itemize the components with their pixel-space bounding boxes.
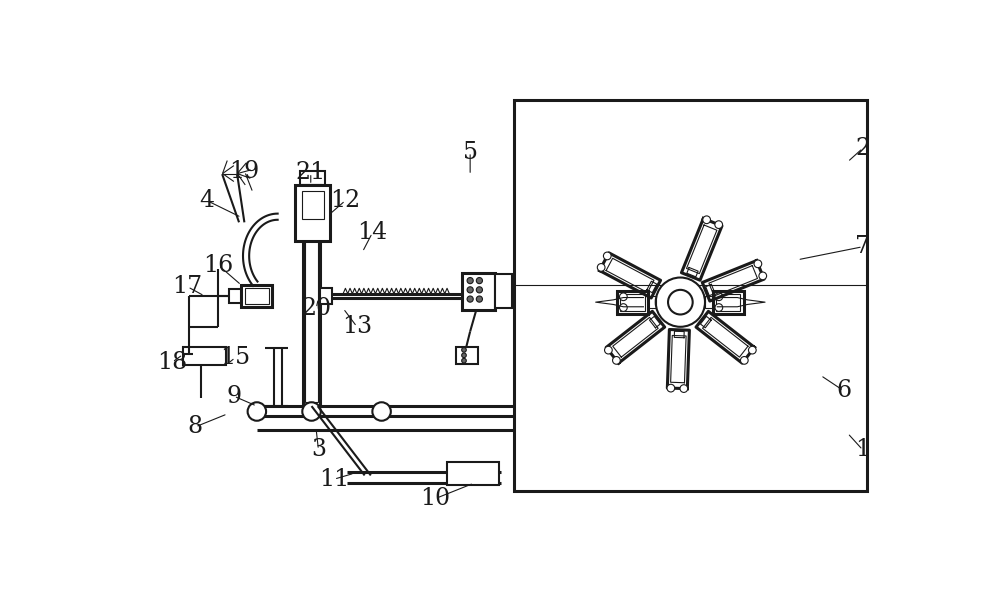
Circle shape <box>476 296 482 302</box>
Bar <box>705 296 713 308</box>
Text: 18: 18 <box>157 350 187 374</box>
Text: 12: 12 <box>330 189 361 212</box>
Circle shape <box>476 278 482 283</box>
Bar <box>229 289 241 303</box>
Circle shape <box>715 293 723 301</box>
Circle shape <box>740 356 748 364</box>
Bar <box>514 100 867 491</box>
Circle shape <box>668 290 693 314</box>
Bar <box>620 294 645 311</box>
Text: 9: 9 <box>226 385 241 407</box>
Circle shape <box>759 272 767 280</box>
Circle shape <box>462 353 466 358</box>
Bar <box>617 291 648 314</box>
Bar <box>245 288 269 304</box>
Circle shape <box>754 260 762 267</box>
Bar <box>447 463 499 486</box>
Text: 21: 21 <box>296 161 326 184</box>
Text: 2: 2 <box>855 136 870 160</box>
Text: 1: 1 <box>855 438 870 461</box>
Circle shape <box>467 287 473 293</box>
Text: 7: 7 <box>855 235 870 258</box>
Circle shape <box>667 384 675 392</box>
Text: 14: 14 <box>357 221 387 244</box>
Text: 8: 8 <box>188 416 203 438</box>
Bar <box>303 185 320 406</box>
Circle shape <box>620 293 627 301</box>
Bar <box>241 285 272 307</box>
Circle shape <box>715 221 723 228</box>
Circle shape <box>467 296 473 302</box>
Circle shape <box>248 402 266 421</box>
Bar <box>713 291 744 314</box>
Circle shape <box>302 402 321 421</box>
Bar <box>302 192 324 219</box>
Text: 4: 4 <box>199 189 214 212</box>
Text: 11: 11 <box>319 468 349 491</box>
Text: 17: 17 <box>172 275 203 298</box>
Circle shape <box>748 346 756 354</box>
Circle shape <box>372 402 391 421</box>
Bar <box>648 296 656 308</box>
Circle shape <box>656 278 705 327</box>
Circle shape <box>620 304 627 311</box>
Text: 16: 16 <box>203 254 233 277</box>
Circle shape <box>603 252 611 260</box>
Circle shape <box>715 304 723 311</box>
Text: 13: 13 <box>342 315 372 338</box>
Bar <box>300 171 325 185</box>
Bar <box>305 189 318 402</box>
Bar <box>716 294 740 311</box>
Text: 10: 10 <box>420 487 451 510</box>
Circle shape <box>462 347 466 352</box>
Text: 6: 6 <box>836 379 851 402</box>
Bar <box>495 275 512 308</box>
Circle shape <box>462 358 466 363</box>
Circle shape <box>613 356 620 364</box>
Circle shape <box>605 346 612 354</box>
Bar <box>456 347 478 364</box>
Bar <box>462 273 495 310</box>
Text: 15: 15 <box>220 346 250 369</box>
Circle shape <box>467 278 473 283</box>
Circle shape <box>476 287 482 293</box>
Text: 20: 20 <box>301 297 331 320</box>
Text: 5: 5 <box>463 141 478 164</box>
Circle shape <box>597 263 605 271</box>
Circle shape <box>703 216 710 224</box>
Text: 19: 19 <box>229 160 260 183</box>
Bar <box>320 288 332 304</box>
Bar <box>295 185 330 241</box>
Text: 3: 3 <box>311 438 326 461</box>
Bar <box>183 347 226 365</box>
Circle shape <box>680 385 688 393</box>
